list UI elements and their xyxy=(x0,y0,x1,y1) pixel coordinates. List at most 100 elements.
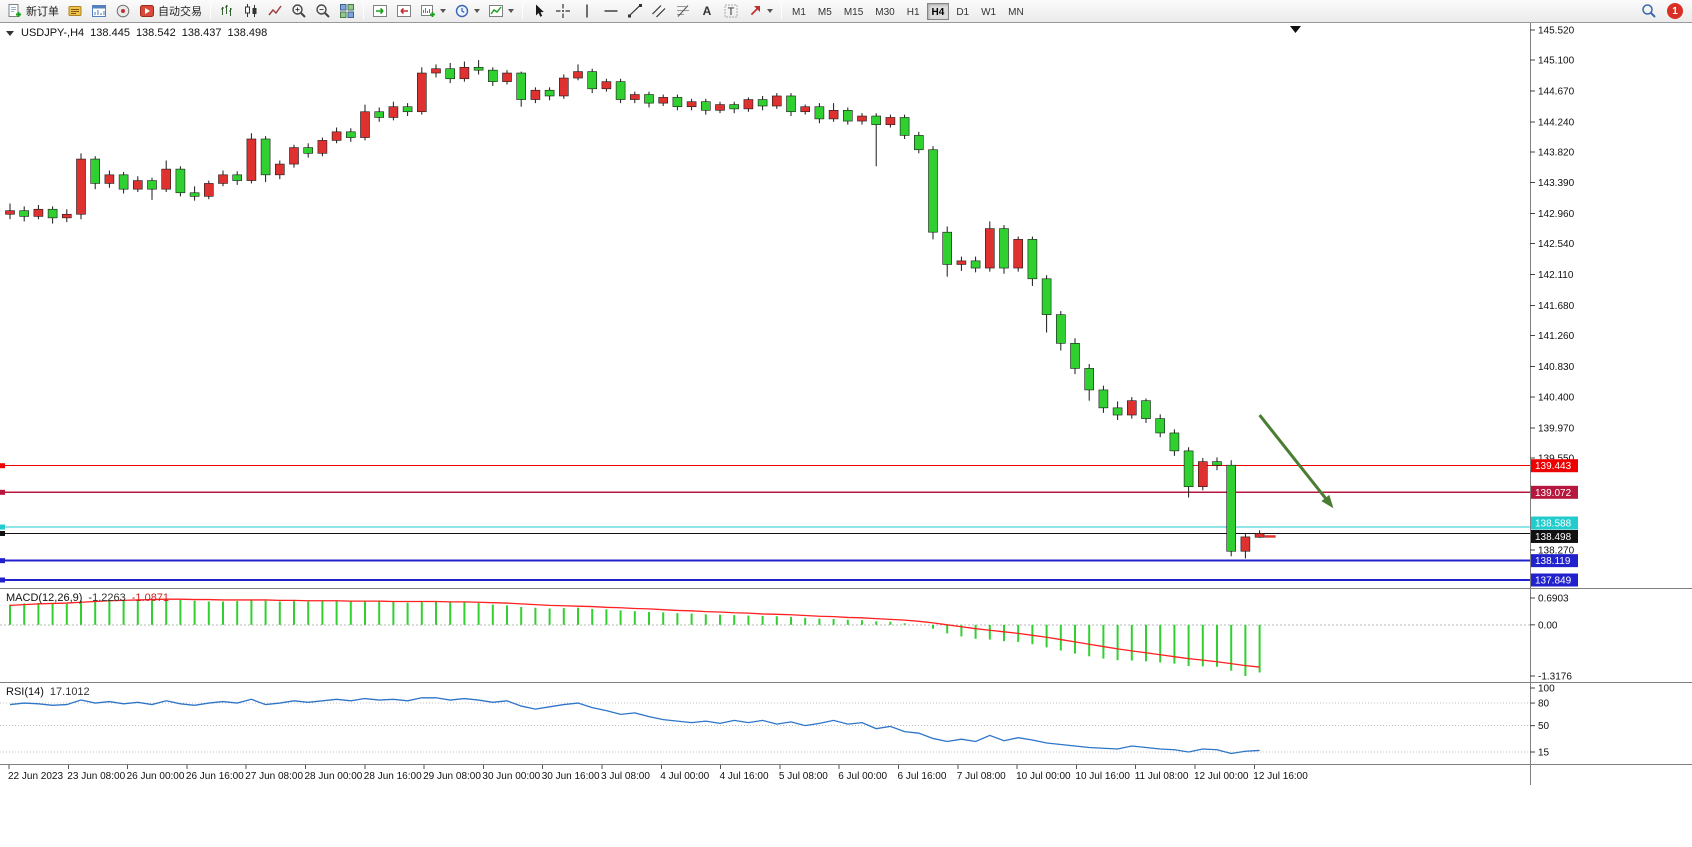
macd-tick-label: -1.3176 xyxy=(1538,672,1572,683)
timeframe-m5[interactable]: M5 xyxy=(817,6,832,18)
timeframe-m15[interactable]: M15 xyxy=(843,6,864,18)
candle xyxy=(360,104,370,141)
trend-arrow-head[interactable] xyxy=(1321,494,1334,509)
candle xyxy=(1041,275,1052,333)
price-tag-label: 138.498 xyxy=(1535,532,1572,543)
candle xyxy=(232,171,242,185)
timeframe-w1[interactable]: W1 xyxy=(981,6,997,18)
timeframe-h1[interactable]: H1 xyxy=(906,6,920,18)
autotrading-icon xyxy=(140,5,154,17)
label-tool-button[interactable]: T xyxy=(719,1,743,21)
time-label: 12 Jul 00:00 xyxy=(1194,771,1249,782)
toolbar-separator xyxy=(781,3,782,19)
timeframe-m1[interactable]: M1 xyxy=(792,6,806,18)
fibonacci-icon xyxy=(677,5,689,17)
timeframe-d1[interactable]: D1 xyxy=(956,6,970,18)
zoom-out-icon xyxy=(316,4,330,18)
candle xyxy=(274,160,285,180)
templates-button[interactable] xyxy=(484,1,518,21)
candle xyxy=(133,176,143,193)
candle xyxy=(700,98,711,115)
candlestick-button[interactable] xyxy=(239,1,263,21)
scripts-button[interactable] xyxy=(63,1,87,21)
timeframe-h4[interactable]: H4 xyxy=(926,2,950,20)
search-icon[interactable] xyxy=(1641,3,1657,19)
market-watch-button[interactable] xyxy=(111,1,135,21)
candle xyxy=(1169,429,1180,456)
level-handle[interactable] xyxy=(0,577,5,583)
candle xyxy=(76,153,86,220)
chart-window-button[interactable] xyxy=(87,1,111,21)
candle xyxy=(147,177,157,200)
autotrading-button[interactable]: 自动交易 xyxy=(135,1,206,21)
arrows-tool-button[interactable] xyxy=(743,1,777,21)
level-handle[interactable] xyxy=(0,463,5,469)
bar-chart-button[interactable] xyxy=(215,1,239,21)
candle xyxy=(175,166,186,197)
rsi-layer: 100 80 50 15 xyxy=(0,684,1555,759)
level-handle[interactable] xyxy=(0,489,5,495)
new-order-button[interactable]: 新订单 xyxy=(3,1,63,21)
zoom-in-icon xyxy=(292,4,306,18)
tile-windows-button[interactable] xyxy=(335,1,359,21)
candle xyxy=(928,146,938,240)
profiles-button[interactable] xyxy=(450,1,484,21)
svg-text:A: A xyxy=(703,4,712,18)
price-tick-label: 142.960 xyxy=(1538,209,1575,220)
candle xyxy=(246,133,257,184)
auto-scroll-button[interactable] xyxy=(368,1,392,21)
time-label: 4 Jul 00:00 xyxy=(660,771,709,782)
channel-button[interactable] xyxy=(647,1,671,21)
tile-windows-icon xyxy=(340,4,354,18)
chart-shift-button[interactable] xyxy=(392,1,416,21)
chart-shift-marker[interactable] xyxy=(1290,26,1301,33)
vertical-line-button[interactable] xyxy=(575,1,599,21)
level-handle[interactable] xyxy=(0,524,5,530)
chevron-down-icon xyxy=(474,9,480,13)
candle xyxy=(672,94,683,111)
new-order-label: 新订单 xyxy=(26,6,59,18)
chevron-down-icon xyxy=(440,9,446,13)
templates-icon xyxy=(489,5,503,17)
candle xyxy=(842,107,853,125)
timeframe-mn[interactable]: MN xyxy=(1008,6,1024,18)
timeframe-group: M1 M5 M15 M30 H1 H4 D1 W1 MN xyxy=(786,2,1030,20)
svg-text:T: T xyxy=(728,6,735,18)
time-label: 10 Jul 00:00 xyxy=(1016,771,1071,782)
price-tag-label: 137.849 xyxy=(1535,576,1572,587)
level-handle[interactable] xyxy=(0,530,5,536)
new-chart-button[interactable] xyxy=(416,1,450,21)
candle xyxy=(1226,460,1236,557)
cursor-button[interactable] xyxy=(527,1,551,21)
text-tool-button[interactable]: A xyxy=(695,1,719,21)
horizontal-line-button[interactable] xyxy=(599,1,623,21)
candle xyxy=(558,74,569,99)
level-handle[interactable] xyxy=(0,558,5,564)
candle xyxy=(516,71,527,107)
price-tick-label: 143.820 xyxy=(1538,147,1575,158)
candle xyxy=(388,101,399,121)
zoom-out-button[interactable] xyxy=(311,1,335,21)
macd-tick-label: 0.6903 xyxy=(1538,594,1569,605)
candle xyxy=(1141,398,1151,423)
trend-arrow[interactable] xyxy=(1258,414,1330,503)
price-tick-label: 142.540 xyxy=(1538,239,1575,250)
crosshair-button[interactable] xyxy=(551,1,575,21)
price-tick-label: 140.830 xyxy=(1538,362,1575,373)
fibonacci-button[interactable] xyxy=(671,1,695,21)
candle xyxy=(871,113,882,167)
notification-badge[interactable]: 1 xyxy=(1667,3,1683,19)
timeframe-m30[interactable]: M30 xyxy=(875,6,895,18)
line-chart-button[interactable] xyxy=(263,1,287,21)
zoom-in-button[interactable] xyxy=(287,1,311,21)
candle xyxy=(601,78,612,92)
trendline-button[interactable] xyxy=(623,1,647,21)
price-tag-label: 139.072 xyxy=(1535,488,1572,499)
price-tick-label: 144.240 xyxy=(1538,117,1575,128)
candle xyxy=(61,209,72,223)
market-watch-icon xyxy=(116,4,130,18)
chevron-down-icon xyxy=(767,9,773,13)
candle xyxy=(1013,236,1024,272)
level-lines xyxy=(0,463,1530,583)
